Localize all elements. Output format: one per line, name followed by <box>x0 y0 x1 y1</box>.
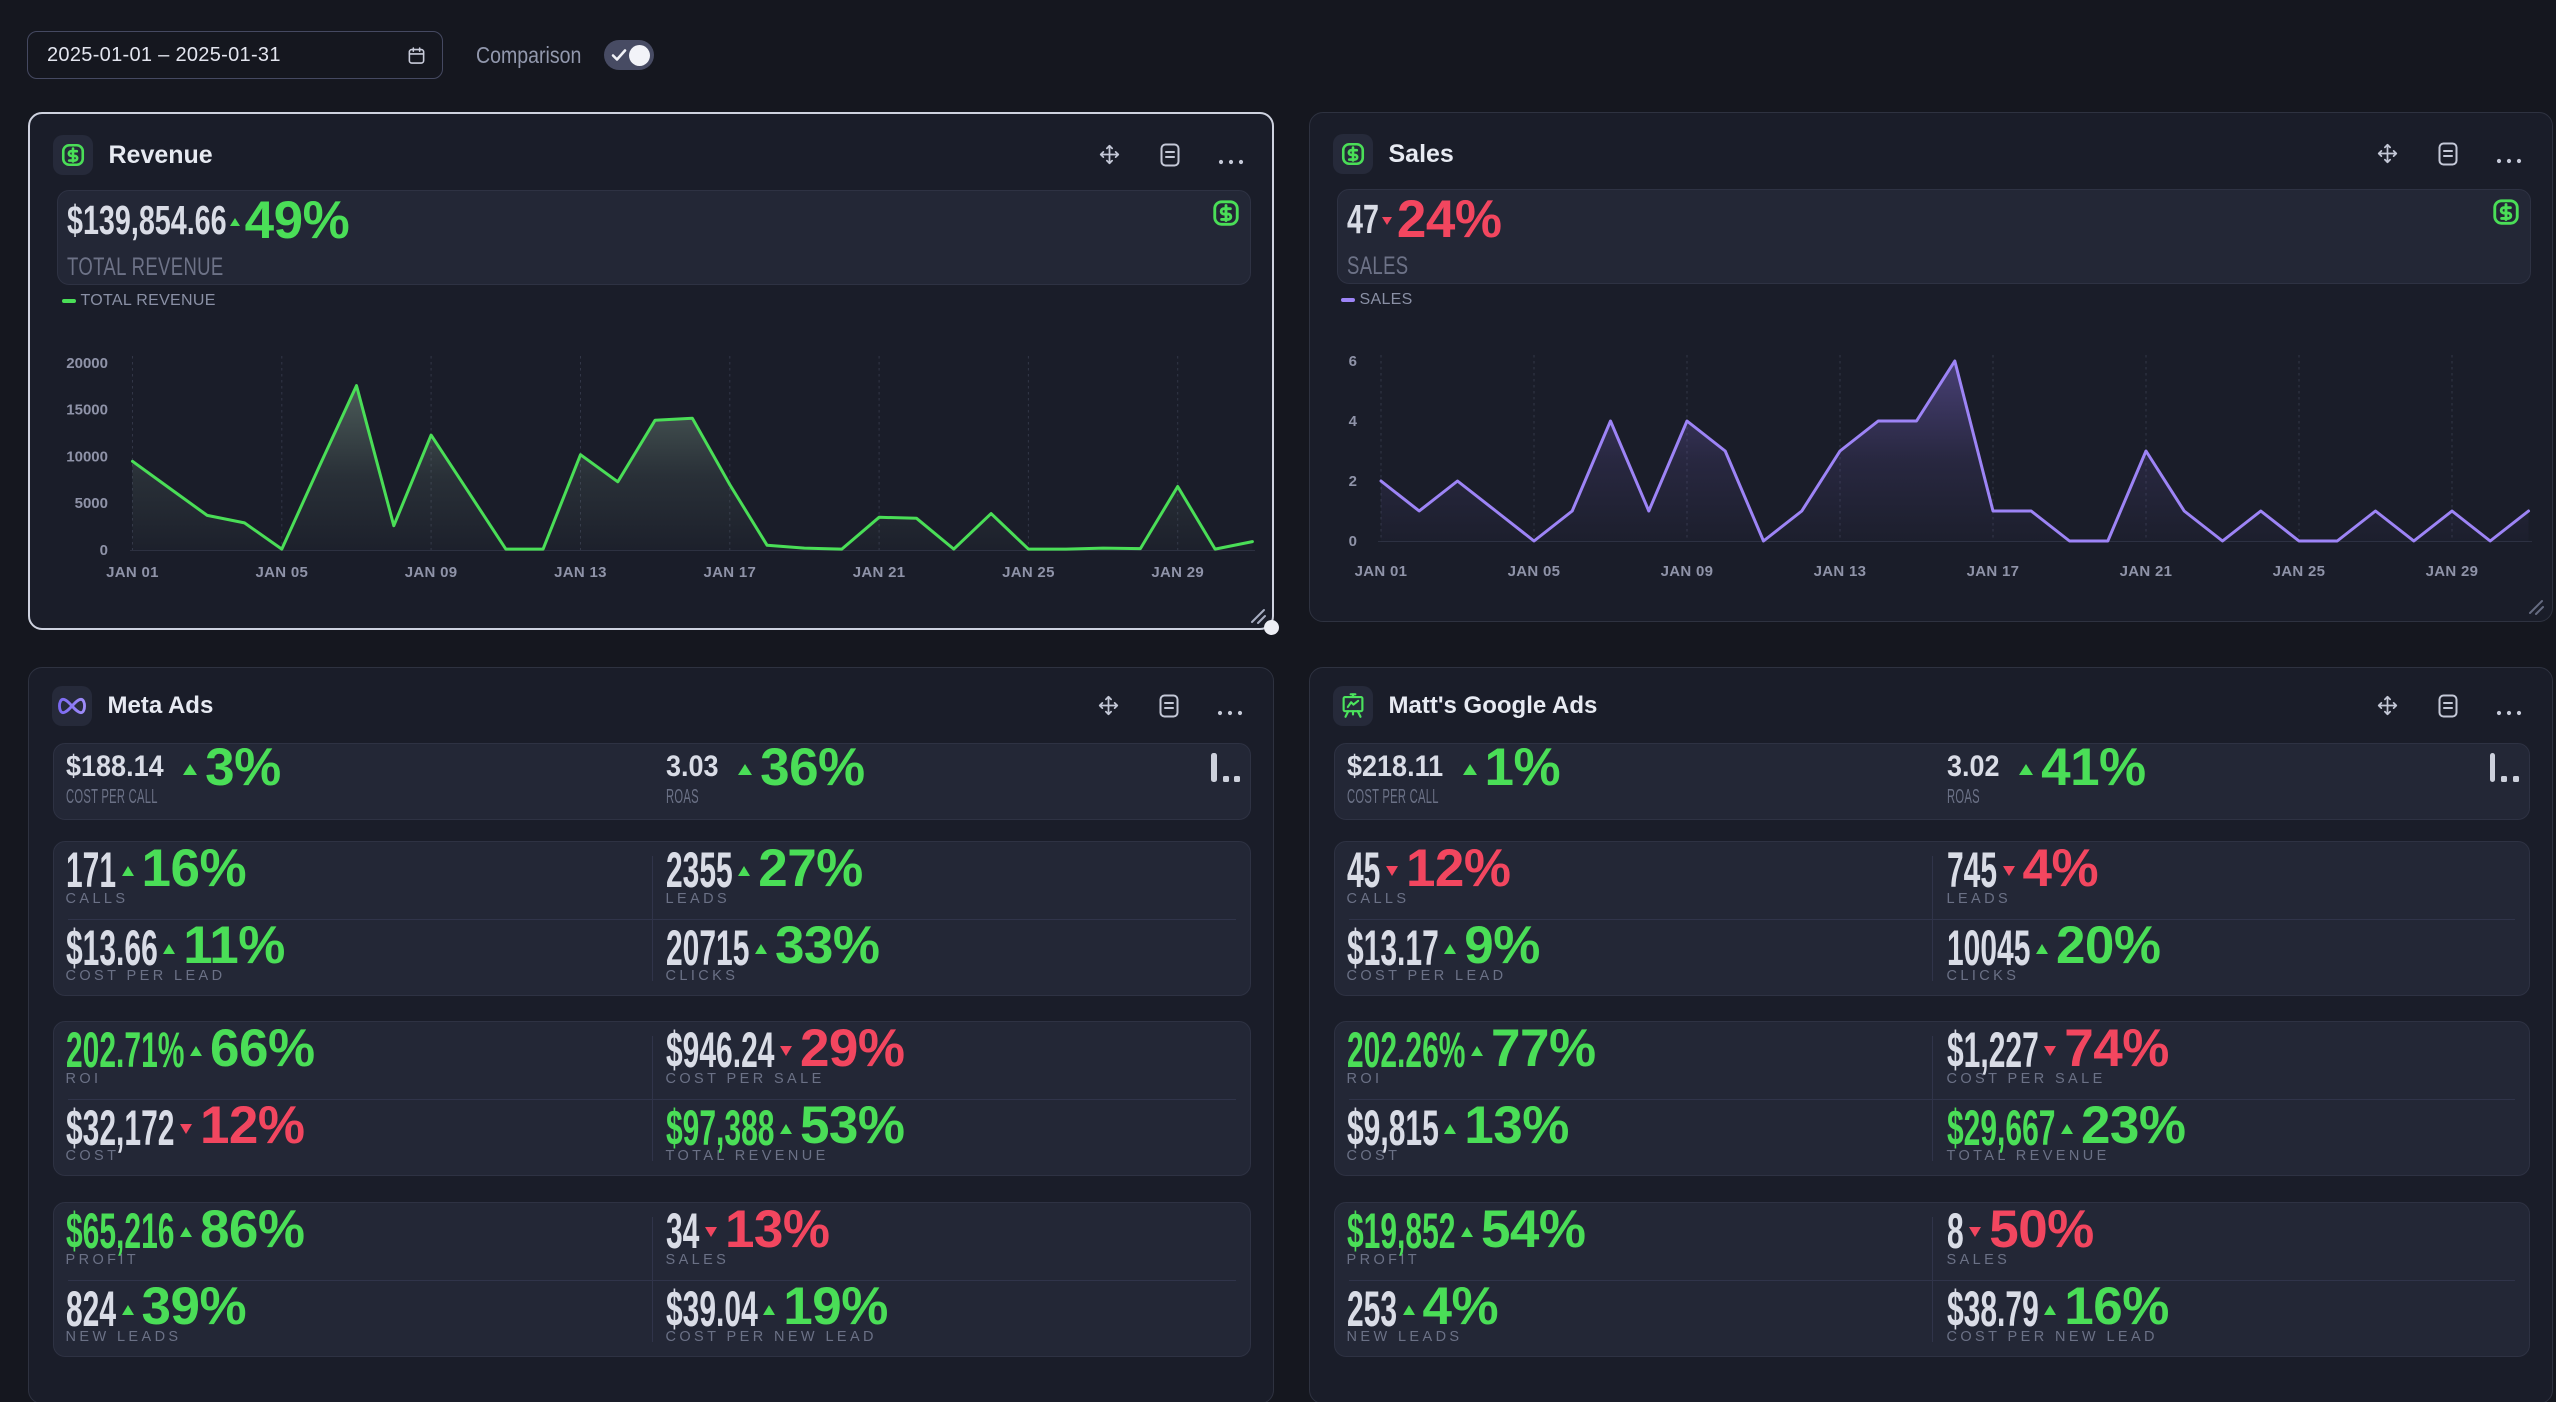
svg-text:10000: 10000 <box>66 448 108 465</box>
svg-text:0: 0 <box>1348 533 1356 550</box>
svg-text:JAN 17: JAN 17 <box>1966 563 2019 580</box>
svg-text:2: 2 <box>1348 473 1356 490</box>
svg-text:JAN 01: JAN 01 <box>1354 563 1407 580</box>
svg-text:JAN 13: JAN 13 <box>1813 563 1866 580</box>
svg-text:5000: 5000 <box>74 495 107 512</box>
svg-text:JAN 09: JAN 09 <box>404 564 457 581</box>
svg-text:15000: 15000 <box>66 402 108 419</box>
svg-text:JAN 21: JAN 21 <box>2119 563 2172 580</box>
svg-text:JAN 05: JAN 05 <box>1507 563 1560 580</box>
svg-text:JAN 01: JAN 01 <box>106 564 159 581</box>
svg-text:JAN 25: JAN 25 <box>2272 563 2325 580</box>
svg-text:JAN 13: JAN 13 <box>554 564 607 581</box>
svg-text:JAN 29: JAN 29 <box>2425 563 2478 580</box>
svg-text:6: 6 <box>1348 353 1356 370</box>
svg-text:20000: 20000 <box>66 355 108 372</box>
svg-text:0: 0 <box>99 542 107 559</box>
svg-text:JAN 21: JAN 21 <box>852 564 905 581</box>
svg-text:JAN 25: JAN 25 <box>1002 564 1055 581</box>
svg-text:4: 4 <box>1348 413 1357 430</box>
svg-text:JAN 09: JAN 09 <box>1660 563 1713 580</box>
svg-text:JAN 17: JAN 17 <box>703 564 756 581</box>
svg-text:JAN 29: JAN 29 <box>1151 564 1204 581</box>
svg-text:JAN 05: JAN 05 <box>255 564 308 581</box>
